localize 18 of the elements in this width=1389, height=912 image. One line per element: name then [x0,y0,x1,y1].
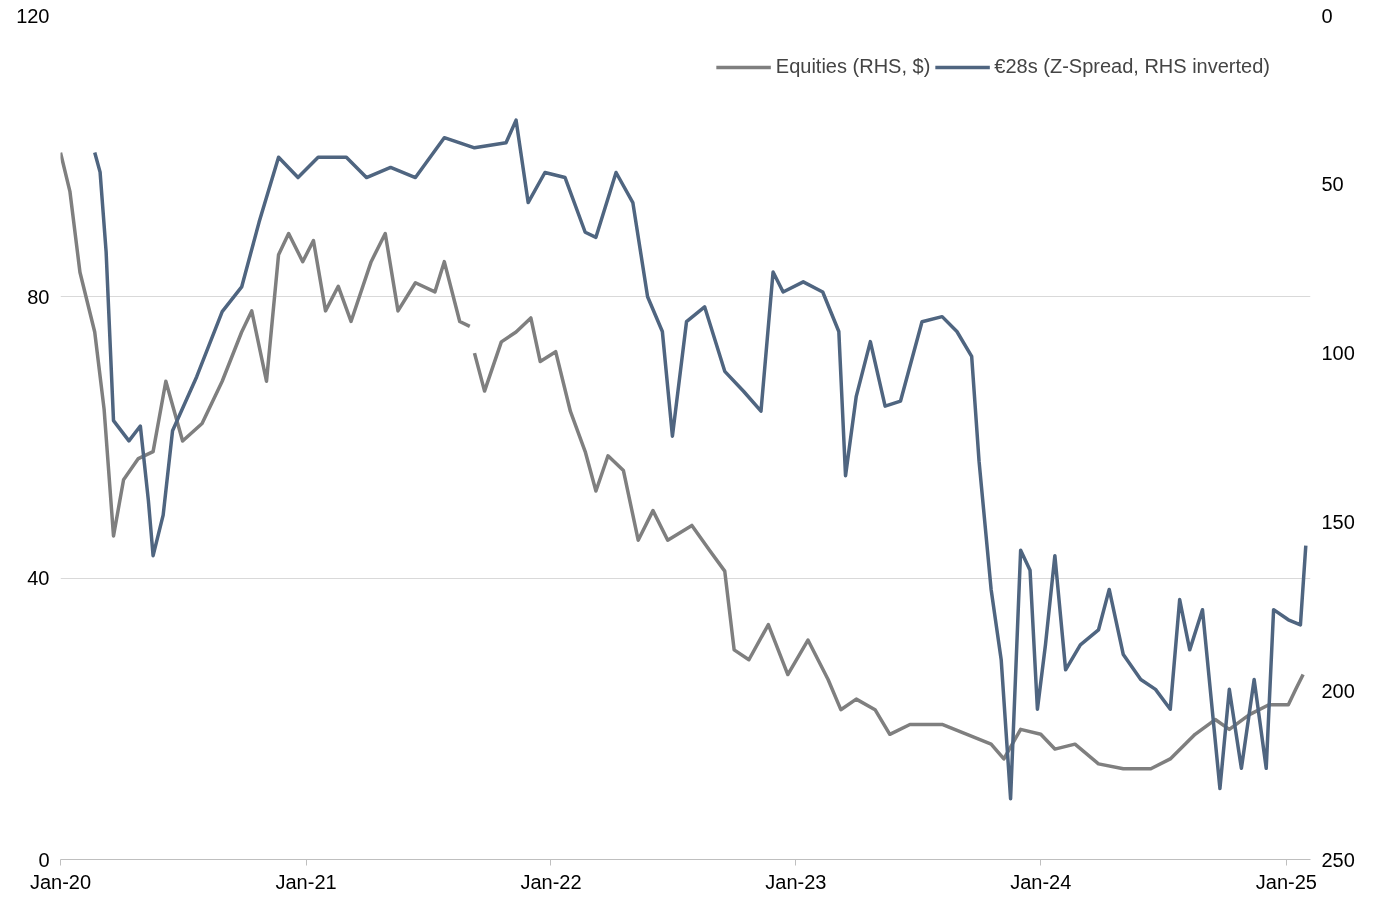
legend-label: €28s (Z-Spread, RHS inverted) [994,55,1270,78]
y2-tick-label: 50 [1321,173,1344,196]
y2-tick-label: 100 [1321,342,1355,365]
y2-tick-label: 0 [1321,4,1333,27]
x-tick-label: Jan-22 [520,870,582,893]
y-tick-label: 80 [27,285,50,308]
y-tick-label: 120 [16,4,50,27]
y2-tick-label: 250 [1321,848,1355,871]
y2-tick-label: 150 [1321,510,1355,533]
x-tick-label: Jan-20 [29,870,92,893]
x-tick-label: Jan-23 [765,870,827,893]
y-tick-label: 0 [38,848,50,871]
y2-tick-label: 200 [1321,679,1355,702]
x-tick-label: Jan-21 [275,870,337,893]
y-tick-label: 40 [27,567,50,590]
x-tick-label: Jan-24 [1010,870,1072,893]
x-tick-label: Jan-25 [1255,870,1317,893]
legend-label: Equities (RHS, $) [775,55,931,78]
